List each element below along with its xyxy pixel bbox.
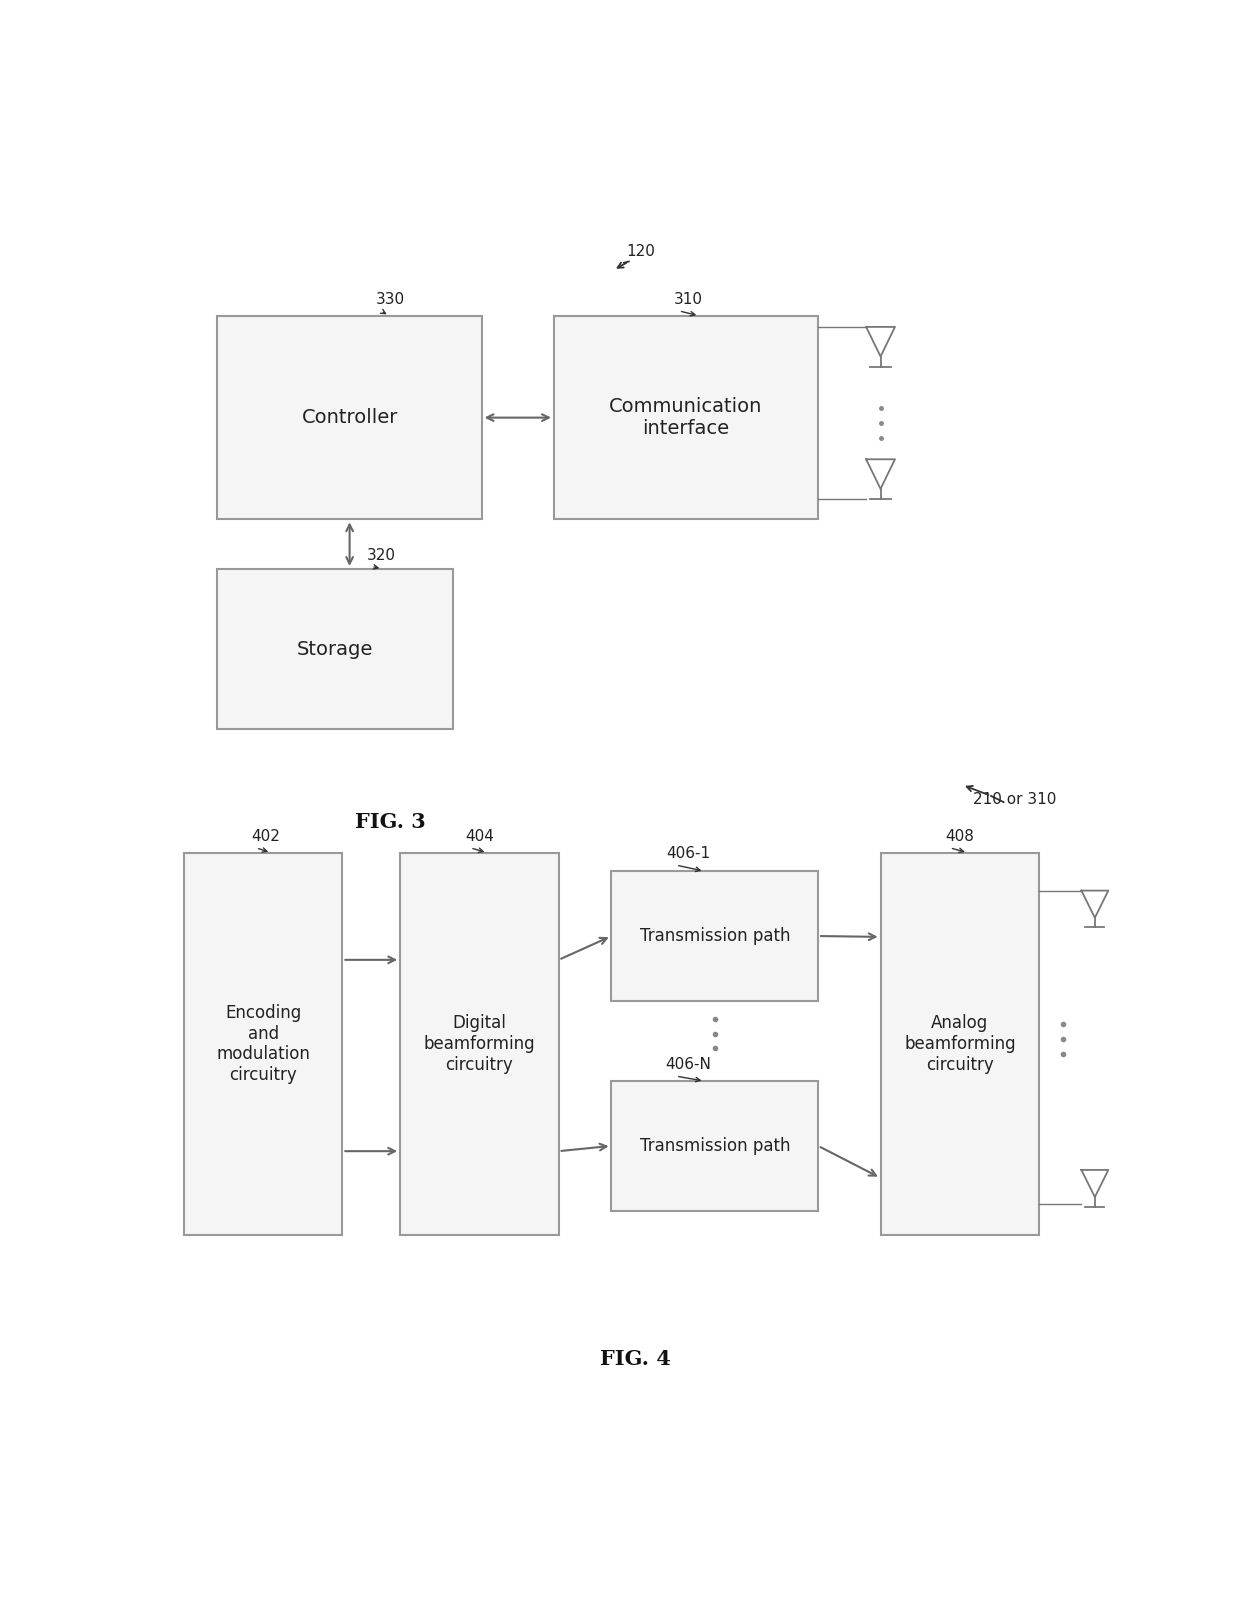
Bar: [401, 853, 558, 1236]
Text: 320: 320: [366, 548, 396, 563]
Text: 404: 404: [465, 829, 495, 845]
Bar: [611, 870, 818, 1000]
Text: Controller: Controller: [301, 409, 398, 426]
Text: 408: 408: [945, 829, 973, 845]
Bar: [217, 569, 453, 729]
Text: Analog
beamforming
circuitry: Analog beamforming circuitry: [904, 1015, 1016, 1074]
Text: Storage: Storage: [298, 640, 373, 659]
Text: Communication
interface: Communication interface: [609, 398, 763, 438]
Text: FIG. 4: FIG. 4: [600, 1348, 671, 1369]
Text: Digital
beamforming
circuitry: Digital beamforming circuitry: [424, 1015, 536, 1074]
Bar: [184, 853, 342, 1236]
Text: 210 or 310: 210 or 310: [973, 792, 1056, 808]
Bar: [880, 853, 1039, 1236]
Bar: [554, 316, 818, 519]
Bar: [611, 1080, 818, 1210]
Text: 402: 402: [250, 829, 280, 845]
Text: Encoding
and
modulation
circuitry: Encoding and modulation circuitry: [216, 1003, 310, 1084]
Text: Transmission path: Transmission path: [640, 927, 790, 946]
Text: 406-1: 406-1: [666, 846, 711, 861]
Bar: [217, 316, 481, 519]
Text: 406-N: 406-N: [666, 1058, 712, 1072]
Text: 120: 120: [626, 244, 655, 260]
Text: 310: 310: [673, 292, 703, 308]
Text: Transmission path: Transmission path: [640, 1137, 790, 1154]
Text: FIG. 3: FIG. 3: [355, 811, 425, 832]
Text: 330: 330: [376, 292, 405, 308]
